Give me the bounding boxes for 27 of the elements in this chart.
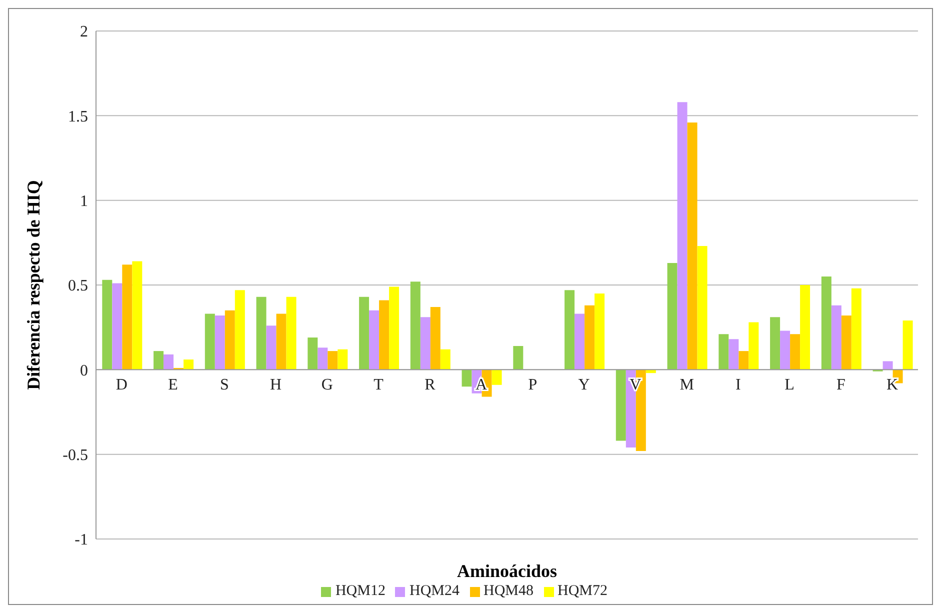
x-tick-label: E <box>168 376 178 394</box>
y-tick-label: 1.5 <box>68 108 88 126</box>
y-tick-label: 1 <box>80 193 88 210</box>
x-tick-label: M <box>680 376 694 394</box>
x-tick-label: G <box>321 376 334 394</box>
y-axis-title: Diferencia respecto de HIQ <box>23 180 44 390</box>
legend-label: HQM12 <box>335 583 386 599</box>
x-tick-label: H <box>270 376 282 394</box>
x-tick-label: S <box>220 376 229 394</box>
y-tick-label: -0.5 <box>62 447 88 464</box>
y-tick-label: 0.5 <box>68 278 88 295</box>
y-tick-label: -1 <box>74 532 88 549</box>
legend-label: HQM48 <box>484 583 534 599</box>
x-tick-label: L <box>784 376 794 394</box>
legend-label: HQM72 <box>558 583 608 599</box>
x-tick-label: Y <box>578 376 590 394</box>
x-tick-label: T <box>374 376 384 394</box>
x-tick-label: R <box>424 376 436 394</box>
x-tick-label: I <box>736 376 741 394</box>
y-tick-label: 0 <box>80 362 88 380</box>
x-axis-title: Aminoácidos <box>456 561 558 581</box>
x-tick-label: K <box>886 376 899 394</box>
x-tick-label: F <box>836 376 846 394</box>
x-tick-label: P <box>528 376 538 394</box>
legend-label: HQM24 <box>409 583 460 599</box>
x-tick-label: D <box>116 376 128 394</box>
y-tick-label: 2 <box>80 24 88 41</box>
